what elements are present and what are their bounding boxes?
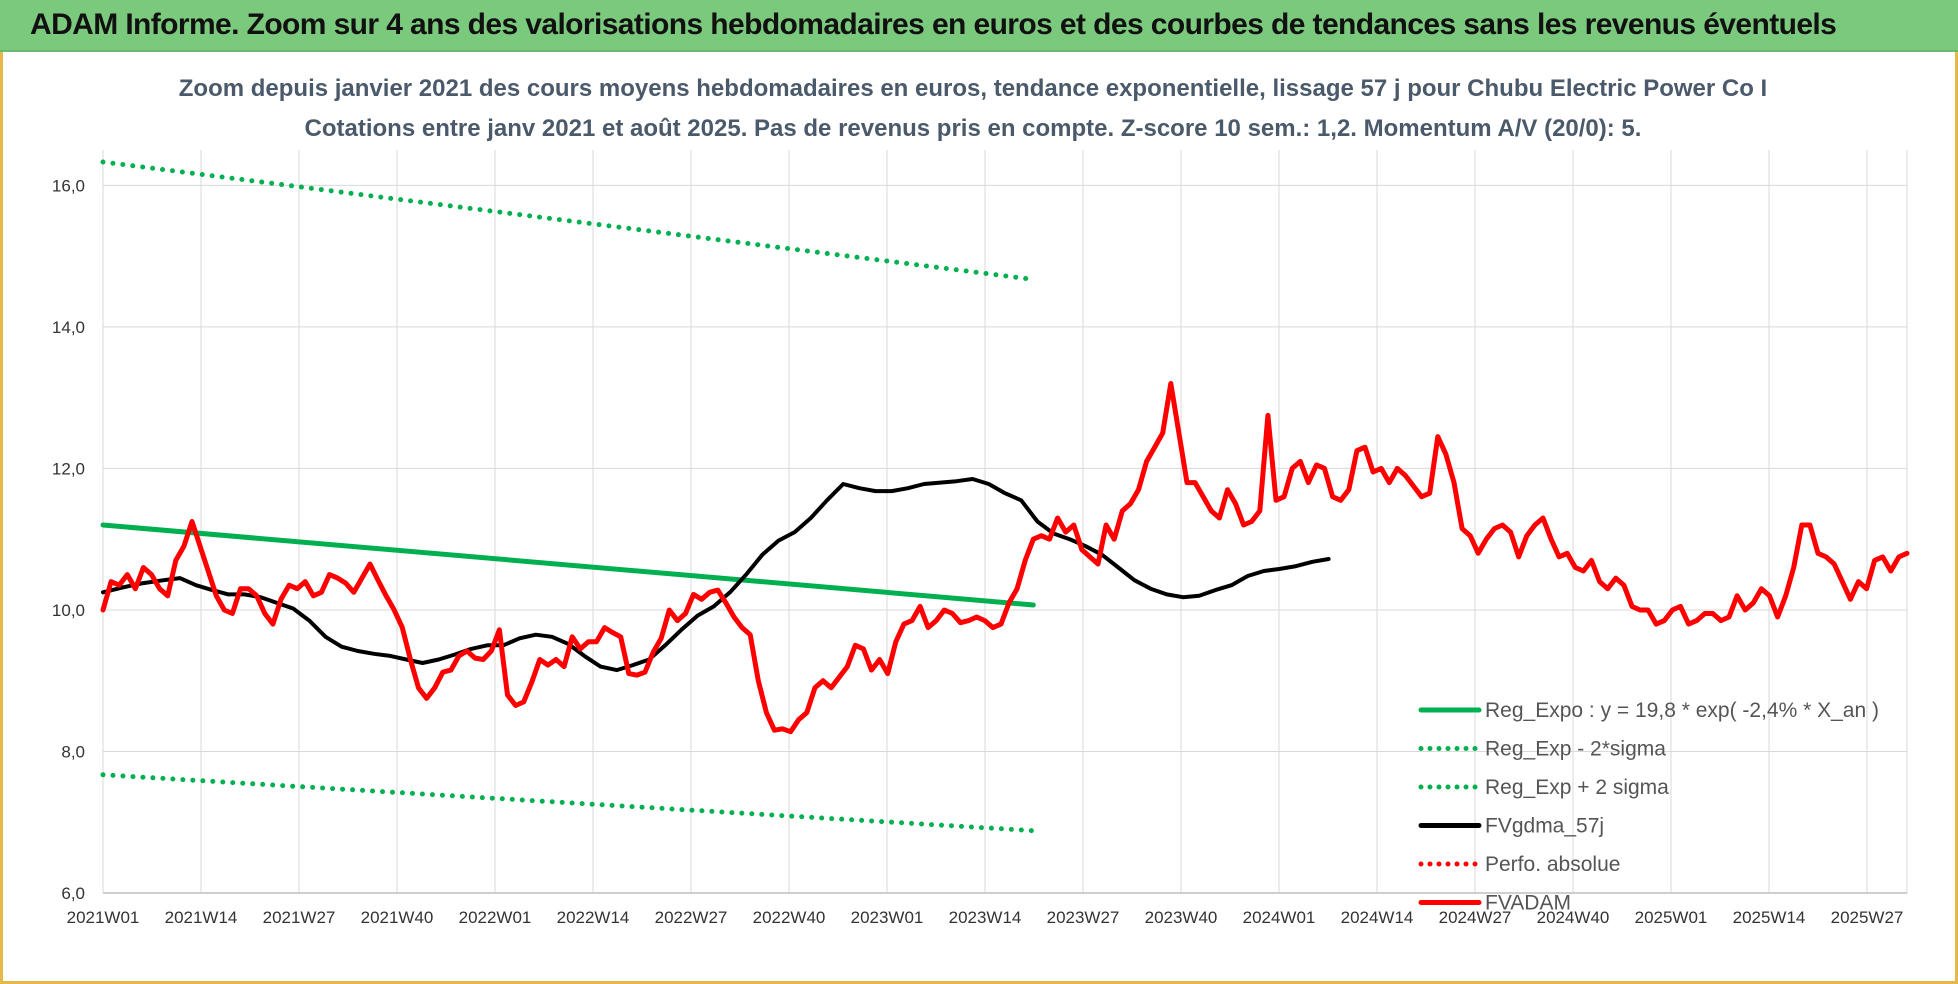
series-layer <box>100 159 1910 834</box>
x-tick-label: 2023W40 <box>1145 908 1218 927</box>
legend-label: Perfo. absolue <box>1485 853 1620 876</box>
x-tick-label: 2021W14 <box>165 908 238 927</box>
legend-label: Reg_Expo : y = 19,8 * exp( -2,4% * X_an … <box>1485 699 1879 722</box>
chart-title-line-1: Zoom depuis janvier 2021 des cours moyen… <box>179 75 1767 102</box>
x-tick-label: 2025W01 <box>1635 908 1708 927</box>
legend-label: Reg_Exp - 2*sigma <box>1485 738 1666 761</box>
x-axis-ticks: 2021W01 2021W14 2021W27 2021W40 2022W01 2022W… <box>67 908 1904 927</box>
x-tick-label: 2024W27 <box>1439 908 1512 927</box>
x-tick-label: 2023W27 <box>1047 908 1120 927</box>
chart-legend: Reg_Expo : y = 19,8 * exp( -2,4% * X_an … <box>1418 699 1879 915</box>
x-tick-label: 2025W14 <box>1733 908 1806 927</box>
x-tick-label: 2021W40 <box>361 908 434 927</box>
y-axis-ticks: 6,0 8,0 10,0 12,0 14,0 16,0 <box>52 176 85 903</box>
y-tick-label: 10,0 <box>52 601 85 620</box>
series-line-0 <box>100 522 1036 608</box>
x-tick-label: 2025W27 <box>1831 908 1904 927</box>
legend-label: Reg_Exp + 2 sigma <box>1485 776 1669 799</box>
y-tick-label: 12,0 <box>52 459 85 478</box>
series-line-2 <box>100 159 1036 282</box>
series-line-1 <box>100 772 1036 834</box>
legend-label: FVgdma_57j <box>1485 815 1604 838</box>
chart-frame: Zoom depuis janvier 2021 des cours moyen… <box>0 52 1958 984</box>
series-line-3 <box>101 477 1331 673</box>
y-tick-label: 16,0 <box>52 176 85 195</box>
x-tick-label: 2022W14 <box>557 908 630 927</box>
y-tick-label: 8,0 <box>61 742 85 761</box>
x-tick-label: 2024W14 <box>1341 908 1414 927</box>
chart-grid <box>102 150 1908 894</box>
x-tick-label: 2022W40 <box>753 908 826 927</box>
report-banner: ADAM Informe. Zoom sur 4 ans des valoris… <box>0 0 1958 52</box>
x-tick-label: 2023W01 <box>851 908 924 927</box>
x-tick-label: 2024W01 <box>1243 908 1316 927</box>
x-tick-label: 2022W01 <box>459 908 532 927</box>
x-tick-label: 2022W27 <box>655 908 728 927</box>
chart-svg: Zoom depuis janvier 2021 des cours moyen… <box>52 75 1910 927</box>
x-tick-label: 2021W01 <box>67 908 140 927</box>
y-tick-label: 14,0 <box>52 318 85 337</box>
legend-label: FVADAM <box>1485 892 1571 915</box>
banner-title: ADAM Informe. Zoom sur 4 ans des valoris… <box>30 8 1837 41</box>
series-line-4 <box>100 381 1910 735</box>
x-tick-label: 2024W40 <box>1537 908 1610 927</box>
x-tick-label: 2021W27 <box>263 908 336 927</box>
y-tick-label: 6,0 <box>61 884 85 903</box>
x-tick-label: 2023W14 <box>949 908 1022 927</box>
chart-title-line-2: Cotations entre janv 2021 et août 2025. … <box>305 115 1642 142</box>
